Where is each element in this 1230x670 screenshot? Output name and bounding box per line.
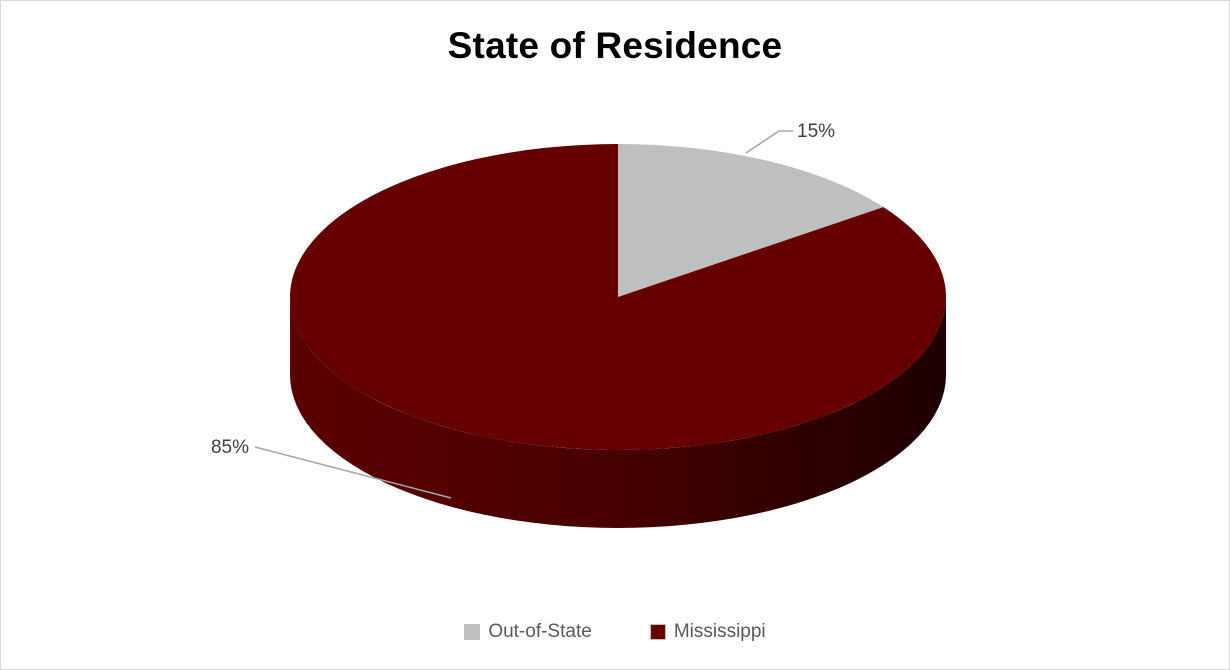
pie-slice-out-of-state	[618, 144, 884, 297]
data-label-out-of-state: 15%	[797, 121, 835, 142]
data-label-mississippi: 85%	[211, 437, 249, 458]
legend-label-out-of-state: Out-of-State	[488, 621, 592, 642]
legend-swatch-mississippi	[649, 624, 666, 640]
pie-side-mississippi	[290, 297, 946, 528]
pie-slice-mississippi	[290, 144, 947, 450]
pie-top-layer	[290, 144, 947, 450]
chart-title: State of Residence	[447, 25, 783, 66]
legend-swatch-out-of-state	[464, 624, 481, 640]
legend-label-mississippi: Mississippi	[673, 621, 766, 642]
legend-item-out-of-state: Out-of-State	[464, 621, 592, 643]
legend: Out-of-State Mississippi	[1, 621, 1229, 643]
legend-item-mississippi: Mississippi	[649, 621, 766, 643]
leader-line-mississippi	[254, 446, 452, 499]
pie-label-layer: 15% 85%	[211, 121, 835, 499]
leader-line-out-of-state	[745, 130, 793, 154]
pie-side-layer	[290, 297, 946, 528]
